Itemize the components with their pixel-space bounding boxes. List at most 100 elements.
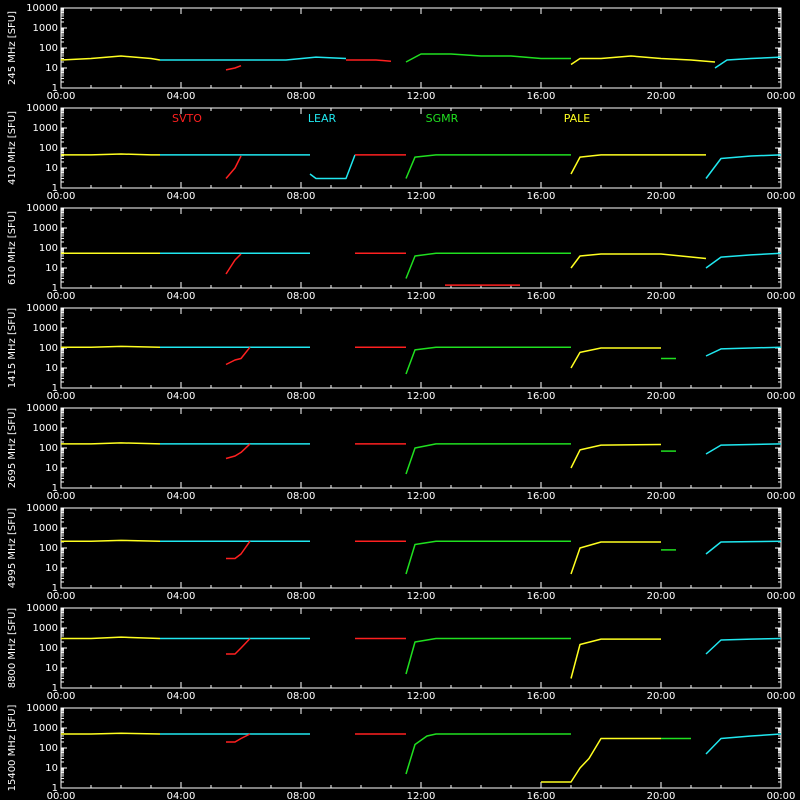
x-tick-label: 00:00 [47,491,76,502]
series-line-lear [160,56,347,61]
y-tick-label: 1000 [33,423,58,434]
series-line-svto [346,59,392,62]
series-line-lear [705,443,782,455]
series-line-pale [570,154,706,175]
x-tick-label: 16:00 [527,391,556,402]
x-tick-label: 08:00 [287,491,316,502]
y-tick-label: 100 [39,243,58,254]
series-line-pale [61,732,161,735]
panel-4: 1 10 100 1000 10000 00:00 04:00 08:00 12:00 16:00… [7,303,795,402]
x-tick-label: 00:00 [47,91,76,102]
x-tick-label: 00:00 [47,791,76,800]
y-tick-label: 1 [52,783,58,794]
y-tick-label: 10 [45,163,58,174]
x-tick-label: 12:00 [407,691,436,702]
y-tick-label: 10000 [26,403,58,414]
y-tick-label: 10 [45,463,58,474]
x-tick-label: 08:00 [287,91,316,102]
series-line-pale [570,347,661,369]
series-line-sgmr [405,154,571,179]
y-tick-label: 1 [52,483,58,494]
series-line-sgmr [405,53,571,63]
y-axis-label: 4995 MHz [SFU] [7,508,18,589]
x-tick-label: 12:00 [407,791,436,800]
legend-svto: SVTO [172,112,202,125]
x-tick-label: 16:00 [527,91,556,102]
y-tick-label: 10000 [26,603,58,614]
y-tick-label: 100 [39,543,58,554]
series-line-pale [541,737,661,783]
series-line-lear [714,56,782,69]
x-tick-label: 00:00 [47,391,76,402]
x-tick-label: 04:00 [167,691,196,702]
series-line-lear [705,154,782,179]
series-line-lear [705,540,782,555]
y-tick-label: 10000 [26,3,58,14]
series-line-svto [225,253,242,275]
y-tick-label: 10 [45,663,58,674]
legend-pale: PALE [564,112,591,125]
y-tick-label: 1000 [33,523,58,534]
x-tick-label: 08:00 [287,291,316,302]
y-tick-label: 1000 [33,723,58,734]
series-line-lear [705,733,782,755]
series-line-pale [570,253,707,269]
x-tick-label: 20:00 [647,591,676,602]
x-tick-label: 00:00 [767,691,796,702]
x-tick-label: 00:00 [767,591,796,602]
y-tick-label: 10000 [26,303,58,314]
series-line-sgmr [405,443,571,475]
y-tick-label: 10000 [26,203,58,214]
y-tick-label: 100 [39,43,58,54]
x-tick-label: 08:00 [287,591,316,602]
y-tick-label: 100 [39,743,58,754]
x-tick-label: 20:00 [647,791,676,800]
y-tick-label: 10 [45,363,58,374]
y-axis-label: 8800 MHz [SFU] [7,608,18,689]
legend-sgmr: SGMR [426,112,459,125]
x-tick-label: 12:00 [407,291,436,302]
panel-2: 1 10 100 1000 10000 00:00 04:00 08:00 12:00 16:00… [7,103,795,202]
x-tick-label: 04:00 [167,591,196,602]
series-line-svto [225,64,242,71]
series-line-svto [226,733,251,743]
x-tick-label: 20:00 [647,691,676,702]
panel-8: 1 10 100 1000 10000 00:00 04:00 08:00 12:00 16:00… [7,703,795,800]
x-tick-label: 08:00 [287,791,316,800]
series-line-sgmr [405,637,571,675]
series-line-lear [309,154,356,180]
y-tick-label: 10 [45,263,58,274]
x-tick-label: 00:00 [767,191,796,202]
x-tick-label: 20:00 [647,191,676,202]
y-tick-label: 100 [39,443,58,454]
x-tick-label: 08:00 [287,191,316,202]
x-tick-label: 16:00 [527,191,556,202]
x-tick-label: 00:00 [767,491,796,502]
x-tick-label: 00:00 [767,391,796,402]
y-tick-label: 100 [39,343,58,354]
y-tick-label: 1 [52,283,58,294]
panel-7: 1 10 100 1000 10000 00:00 04:00 08:00 12:00 16:00… [7,603,795,702]
series-line-sgmr [405,540,571,575]
x-tick-label: 08:00 [287,691,316,702]
x-tick-label: 00:00 [47,691,76,702]
y-tick-label: 1000 [33,223,58,234]
series-line-pale [61,345,161,348]
y-axis-label: 15400 MHz [SFU] [7,705,18,792]
x-tick-label: 04:00 [167,491,196,502]
x-tick-label: 00:00 [767,291,796,302]
series-line-pale [61,539,161,542]
series-line-svto [225,346,251,366]
y-axis-label: 610 MHz [SFU] [7,211,18,285]
y-tick-label: 1 [52,683,58,694]
y-tick-label: 10 [45,63,58,74]
panel-1: 1 10 100 1000 10000 00:00 04:00 08:00 12:00 16:00… [7,3,795,102]
x-tick-label: 00:00 [47,191,76,202]
y-axis-label: 410 MHz [SFU] [7,111,18,185]
x-tick-label: 04:00 [167,191,196,202]
series-line-svto [226,540,251,560]
x-tick-label: 16:00 [527,491,556,502]
series-line-lear [705,637,782,655]
